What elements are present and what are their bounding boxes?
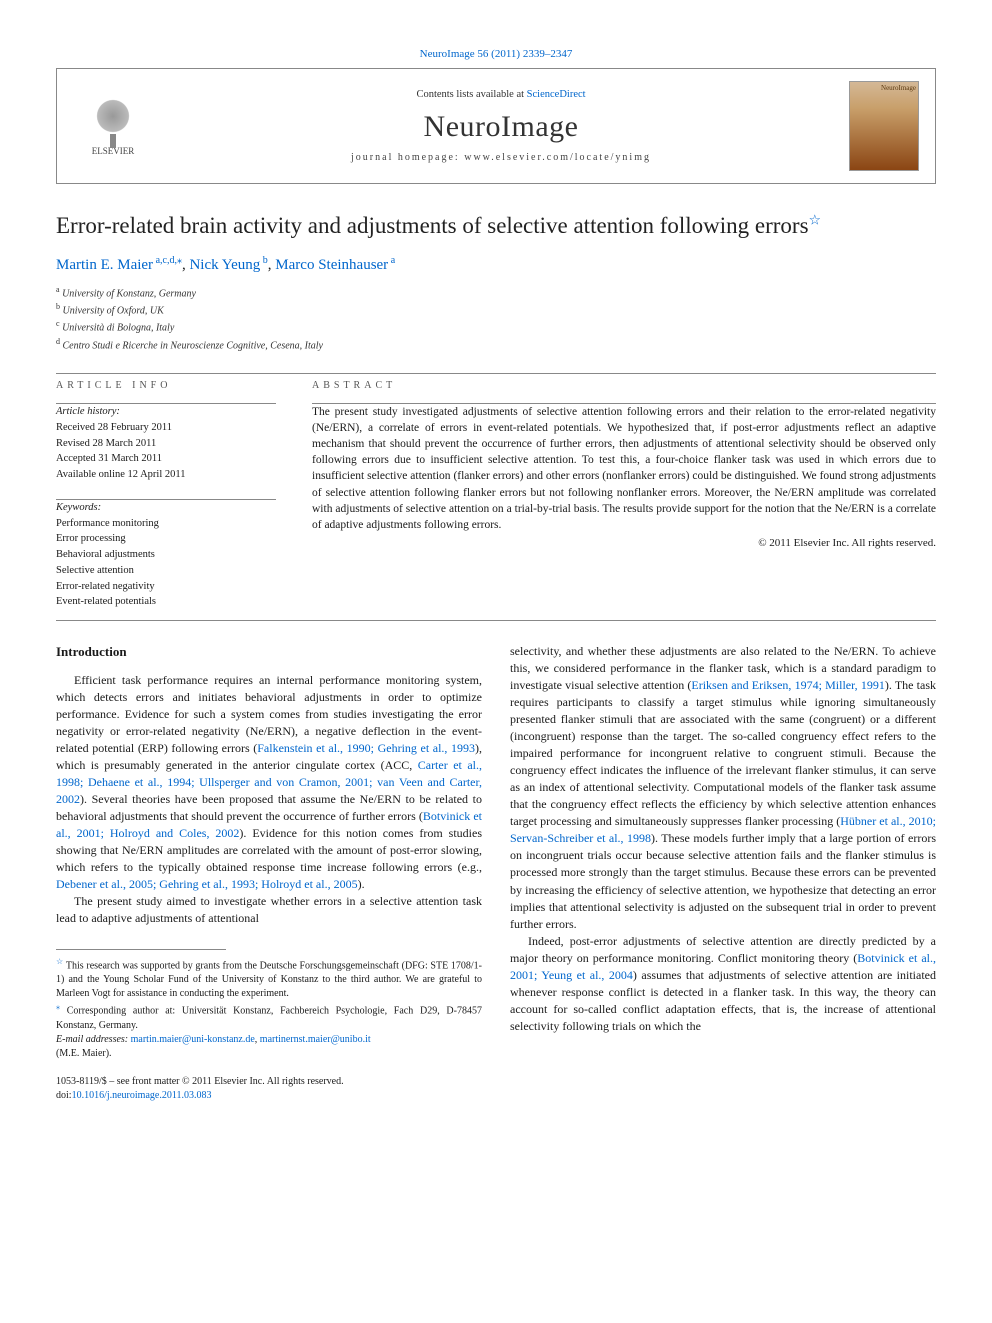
elsevier-logo: ELSEVIER	[73, 86, 153, 166]
author-corresponding-star[interactable]: ⁎	[177, 255, 182, 266]
abstract-heading: abstract	[312, 380, 936, 391]
affiliation-sup: a	[56, 285, 60, 294]
contents-line: Contents lists available at ScienceDirec…	[169, 89, 833, 100]
citation-link[interactable]: Botvinick et al., 2001; Holroyd and Cole…	[56, 809, 482, 840]
keyword: Behavioral adjustments	[56, 547, 276, 563]
corr-star-icon: ⁎	[56, 1002, 60, 1011]
journal-homepage: journal homepage: www.elsevier.com/locat…	[169, 152, 833, 163]
history-line: Received 28 February 2011	[56, 420, 276, 436]
footnote-separator	[56, 949, 226, 950]
author-name-link[interactable]: Nick Yeung	[189, 257, 260, 273]
author-affil-sup: a	[388, 255, 395, 266]
journal-name: NeuroImage	[169, 110, 833, 144]
doi-line: doi:10.1016/j.neuroimage.2011.03.083	[56, 1089, 482, 1103]
top-journal: NeuroImage	[420, 48, 475, 60]
history-label: Article history:	[56, 404, 276, 420]
email-link[interactable]: martin.maier@uni-konstanz.de	[131, 1034, 255, 1045]
section-divider	[56, 373, 936, 374]
article-info-column: article info Article history: Received 2…	[56, 380, 276, 610]
bottom-meta: 1053-8119/$ – see front matter © 2011 El…	[56, 1075, 482, 1103]
author: Martin E. Maier a,c,d,⁎	[56, 257, 182, 273]
affiliation-sup: c	[56, 319, 60, 328]
affiliation-sup: b	[56, 302, 60, 311]
keyword: Error processing	[56, 531, 276, 547]
abstract-column: abstract The present study investigated …	[312, 380, 936, 610]
email-link[interactable]: martinernst.maier@unibo.it	[260, 1034, 371, 1045]
funding-footnote: ☆ This research was supported by grants …	[56, 956, 482, 1001]
top-citation: 56 (2011) 2339–2347	[477, 48, 572, 60]
author-name-link[interactable]: Martin E. Maier	[56, 257, 153, 273]
email-footnote: E-mail addresses: martin.maier@uni-konst…	[56, 1033, 482, 1061]
citation-link[interactable]: Carter et al., 1998; Dehaene et al., 199…	[56, 758, 482, 806]
authors-line: Martin E. Maier a,c,d,⁎, Nick Yeung b, M…	[56, 255, 936, 274]
citation-link[interactable]: Falkenstein et al., 1990; Gehring et al.…	[257, 741, 475, 755]
keyword: Event-related potentials	[56, 594, 276, 610]
title-footnote-star[interactable]: ☆	[809, 213, 822, 228]
body-paragraph: Indeed, post-error adjustments of select…	[510, 933, 936, 1035]
abstract-body-divider	[56, 620, 936, 621]
body-two-column: Introduction Efficient task performance …	[56, 643, 936, 1103]
issn-line: 1053-8119/$ – see front matter © 2011 El…	[56, 1075, 482, 1089]
affiliation: b University of Oxford, UK	[56, 301, 936, 318]
affiliation: a University of Konstanz, Germany	[56, 284, 936, 301]
body-paragraph: selectivity, and whether these adjustmen…	[510, 643, 936, 933]
history-line: Revised 28 March 2011	[56, 436, 276, 452]
keyword: Performance monitoring	[56, 516, 276, 532]
keyword: Selective attention	[56, 563, 276, 579]
elsevier-tree-icon	[88, 96, 138, 146]
journal-header: ELSEVIER Contents lists available at Sci…	[56, 68, 936, 184]
author-name-link[interactable]: Marco Steinhauser	[275, 257, 388, 273]
keywords-label: Keywords:	[56, 500, 276, 516]
history-line: Available online 12 April 2011	[56, 467, 276, 483]
affiliation-sup: d	[56, 337, 60, 346]
body-paragraph: The present study aimed to investigate w…	[56, 893, 482, 927]
header-center: Contents lists available at ScienceDirec…	[169, 89, 833, 163]
introduction-heading: Introduction	[56, 643, 482, 661]
affiliation: c Università di Bologna, Italy	[56, 318, 936, 335]
keywords-block: Keywords: Performance monitoringError pr…	[56, 500, 276, 610]
citation-link[interactable]: Hübner et al., 2010; Servan-Schreiber et…	[510, 814, 936, 845]
funding-star-icon: ☆	[56, 957, 63, 966]
body-right-column: selectivity, and whether these adjustmen…	[510, 643, 936, 1103]
abstract-text: The present study investigated adjustmen…	[312, 404, 936, 533]
journal-citation-link[interactable]: NeuroImage 56 (2011) 2339–2347	[56, 48, 936, 60]
author: Nick Yeung b	[189, 257, 267, 273]
corresponding-footnote: ⁎ Corresponding author at: Universität K…	[56, 1001, 482, 1032]
citation-link[interactable]: Botvinick et al., 2001; Yeung et al., 20…	[510, 951, 936, 982]
article-history: Article history: Received 28 February 20…	[56, 404, 276, 483]
author: Marco Steinhauser a	[275, 257, 395, 273]
author-affil-sup: a,c,d,	[153, 255, 177, 266]
footnotes: ☆ This research was supported by grants …	[56, 956, 482, 1061]
keyword: Error-related negativity	[56, 579, 276, 595]
abstract-copyright: © 2011 Elsevier Inc. All rights reserved…	[312, 537, 936, 549]
affiliation: d Centro Studi e Ricerche in Neuroscienz…	[56, 336, 936, 353]
history-line: Accepted 31 March 2011	[56, 451, 276, 467]
journal-cover-thumbnail: NeuroImage	[849, 81, 919, 171]
article-title: Error-related brain activity and adjustm…	[56, 212, 936, 241]
body-left-column: Introduction Efficient task performance …	[56, 643, 482, 1103]
citation-link[interactable]: Debener et al., 2005; Gehring et al., 19…	[56, 877, 358, 891]
article-info-heading: article info	[56, 380, 276, 391]
author-affil-sup: b	[260, 255, 268, 266]
citation-link[interactable]: Eriksen and Eriksen, 1974; Miller, 1991	[691, 678, 884, 692]
affiliations-list: a University of Konstanz, Germanyb Unive…	[56, 284, 936, 353]
sciencedirect-link[interactable]: ScienceDirect	[527, 89, 586, 100]
body-paragraph: Efficient task performance requires an i…	[56, 672, 482, 893]
doi-link[interactable]: 10.1016/j.neuroimage.2011.03.083	[72, 1090, 212, 1101]
